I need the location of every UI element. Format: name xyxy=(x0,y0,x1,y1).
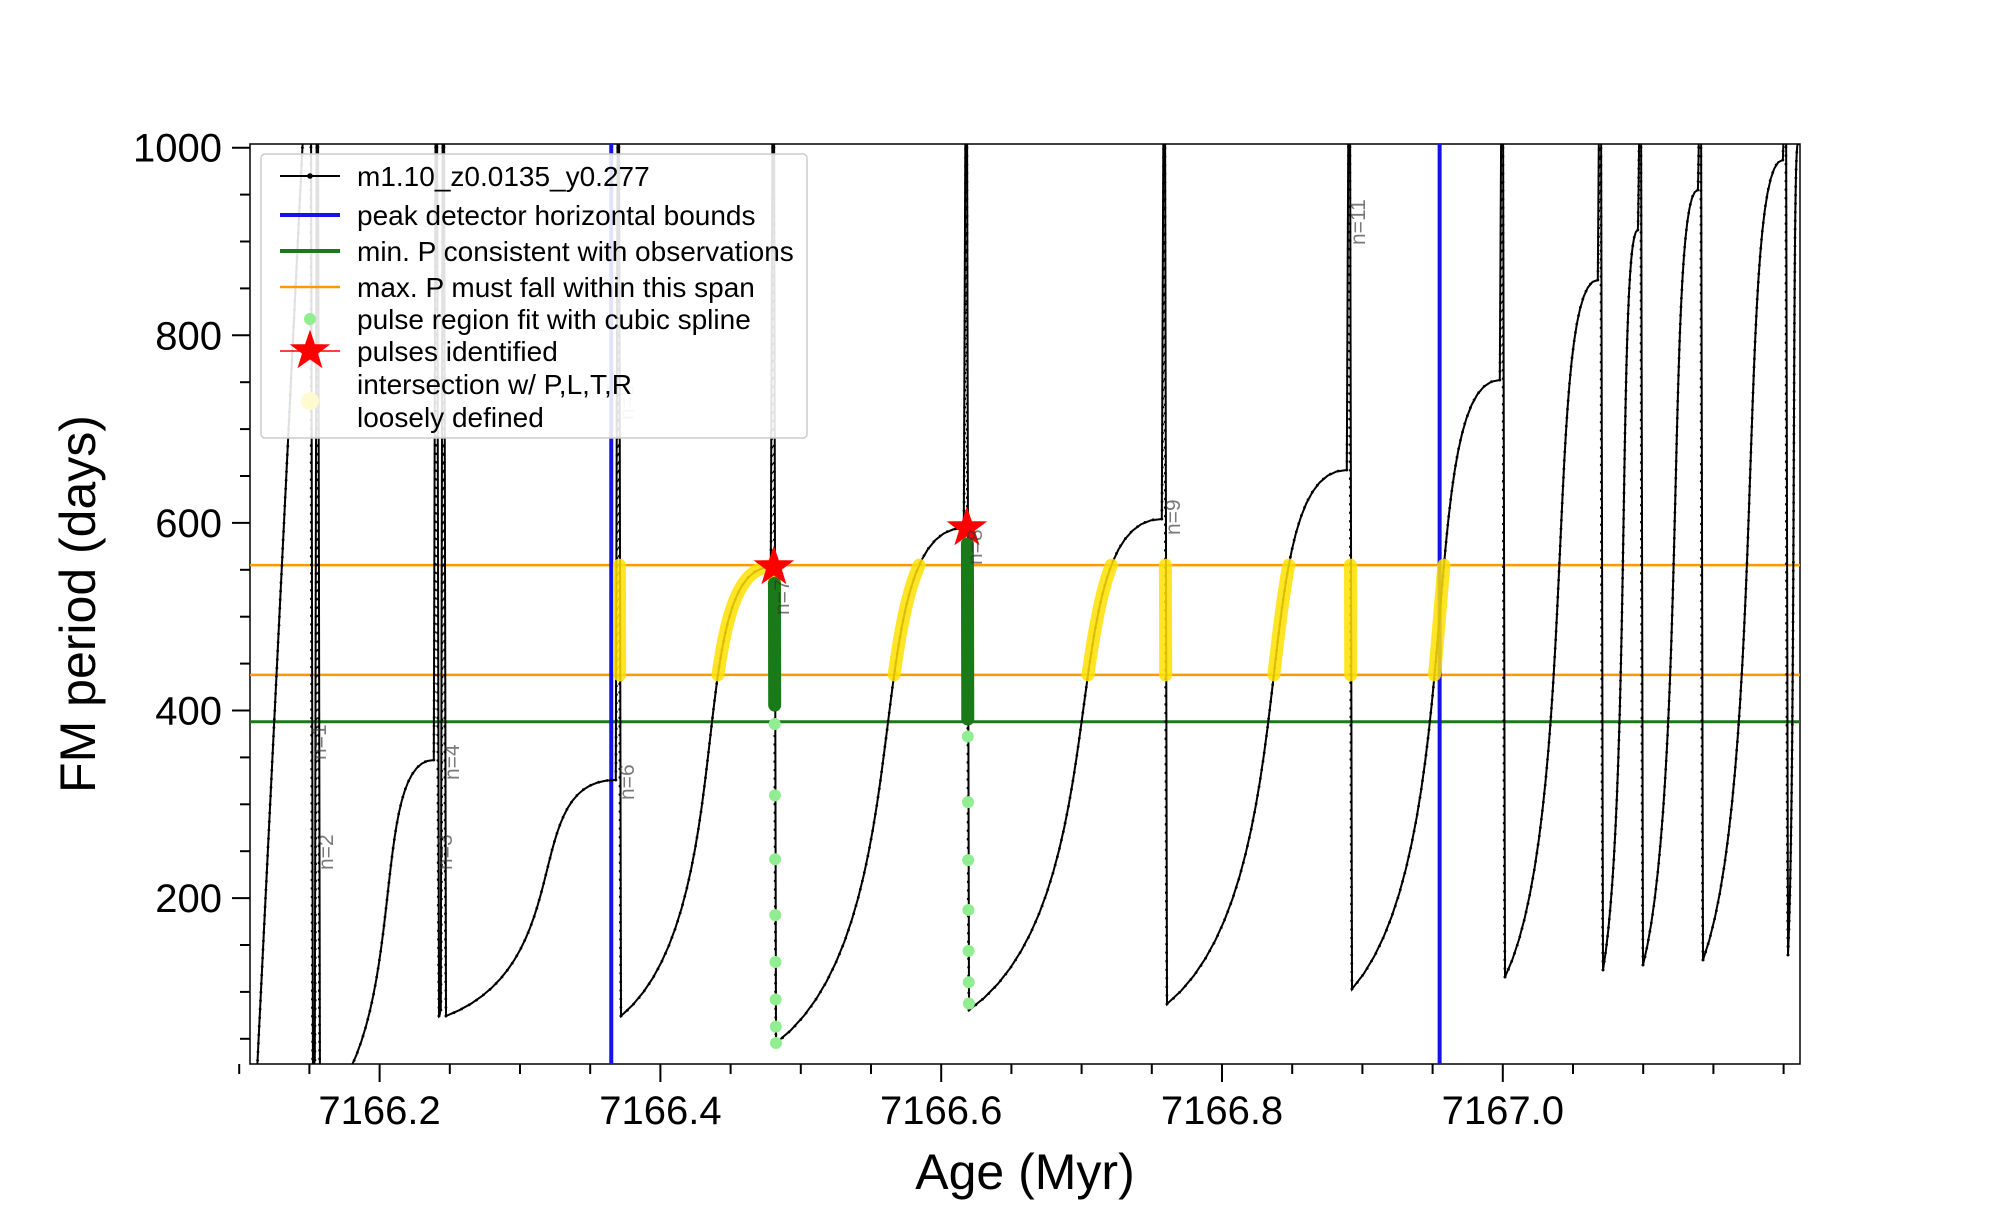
svg-text:7167.0: 7167.0 xyxy=(1442,1089,1564,1133)
svg-text:7166.6: 7166.6 xyxy=(880,1089,1002,1133)
svg-text:n=9: n=9 xyxy=(1162,499,1185,535)
svg-text:7166.2: 7166.2 xyxy=(318,1089,440,1133)
svg-text:1000: 1000 xyxy=(133,127,222,171)
svg-text:n=11: n=11 xyxy=(1347,199,1370,245)
svg-text:pulse region fit with cubic sp: pulse region fit with cubic spline xyxy=(357,304,751,335)
svg-text:peak detector horizontal bound: peak detector horizontal bounds xyxy=(357,200,756,231)
svg-text:n=2: n=2 xyxy=(315,834,338,870)
svg-text:m1.10_z0.0135_y0.277: m1.10_z0.0135_y0.277 xyxy=(357,161,650,192)
svg-text:min. P consistent with observa: min. P consistent with observations xyxy=(357,236,794,267)
svg-text:800: 800 xyxy=(155,314,222,358)
svg-text:n=8: n=8 xyxy=(964,529,987,565)
svg-text:n=7: n=7 xyxy=(771,579,794,615)
svg-text:intersection w/ P,L,T,R: intersection w/ P,L,T,R xyxy=(357,369,632,400)
svg-text:pulses identified: pulses identified xyxy=(357,336,558,367)
svg-text:7166.4: 7166.4 xyxy=(599,1089,721,1133)
svg-text:FM period (days): FM period (days) xyxy=(50,415,106,793)
svg-text:600: 600 xyxy=(155,502,222,546)
svg-text:loosely defined: loosely defined xyxy=(357,402,544,433)
svg-text:n=3: n=3 xyxy=(434,834,457,870)
svg-text:200: 200 xyxy=(155,877,222,921)
svg-text:400: 400 xyxy=(155,690,222,734)
svg-text:7166.8: 7166.8 xyxy=(1161,1089,1283,1133)
svg-text:Age (Myr): Age (Myr) xyxy=(915,1144,1134,1200)
svg-text:n=6: n=6 xyxy=(616,764,639,800)
svg-text:n=1: n=1 xyxy=(308,724,331,760)
svg-text:max. P must fall within this s: max. P must fall within this span xyxy=(357,272,755,303)
svg-text:n=4: n=4 xyxy=(441,744,464,780)
